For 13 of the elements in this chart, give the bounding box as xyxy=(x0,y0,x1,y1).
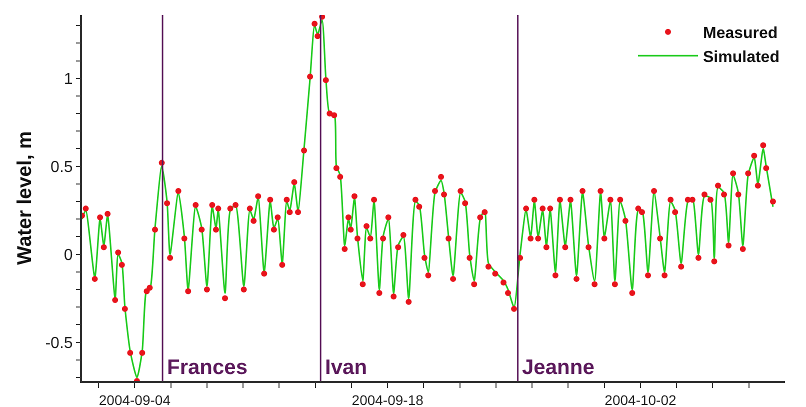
y-tick-label: -0.5 xyxy=(45,334,73,352)
ref-line-label: Jeanne xyxy=(522,356,594,379)
y-axis-title: Water level, m xyxy=(14,131,36,265)
y-tick-label: 0 xyxy=(64,246,73,264)
x-tick-label: 2004-09-18 xyxy=(352,392,424,407)
x-tick-label: 2004-09-04 xyxy=(98,392,171,407)
legend-label: Measured xyxy=(703,25,778,42)
x-tick-label: 2004-10-02 xyxy=(604,392,677,407)
y-tick-label: 1 xyxy=(64,70,73,88)
ref-line-label: Frances xyxy=(167,356,248,379)
legend-label: Simulated xyxy=(703,48,780,66)
y-tick-label: 0.5 xyxy=(50,158,73,176)
ref-line-label: Ivan xyxy=(325,356,368,379)
